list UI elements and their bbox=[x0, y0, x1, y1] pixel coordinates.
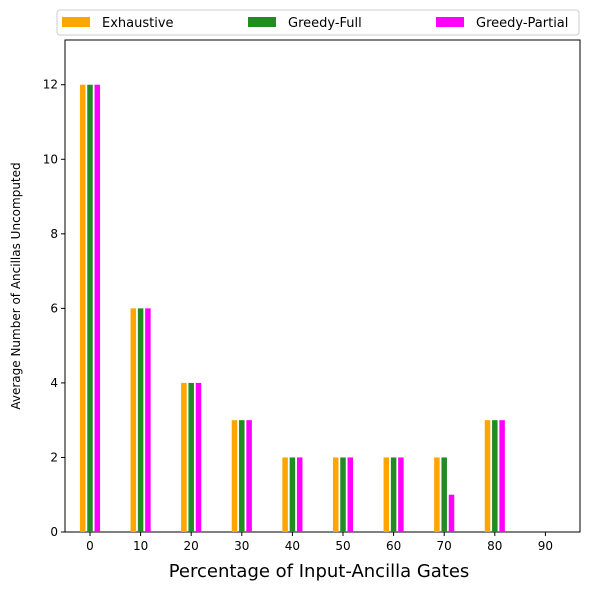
legend-frame bbox=[56, 9, 580, 36]
bar-greedy-partial-70 bbox=[448, 494, 455, 532]
bars-group bbox=[79, 84, 505, 532]
x-tick-label: 0 bbox=[86, 539, 94, 553]
x-tick-label: 40 bbox=[285, 539, 300, 553]
legend: Exhaustive Greedy-Full Greedy-Partial bbox=[56, 9, 580, 36]
bar-greedy-full-40 bbox=[289, 457, 296, 532]
legend-label-greedy-full: Greedy-Full bbox=[288, 16, 362, 31]
y-tick-label: 2 bbox=[50, 450, 58, 464]
x-tick-label: 90 bbox=[538, 539, 553, 553]
bar-exhaustive-80 bbox=[484, 420, 491, 532]
bar-greedy-partial-0 bbox=[94, 84, 101, 532]
y-tick-label: 6 bbox=[50, 301, 58, 315]
bar-greedy-full-50 bbox=[340, 457, 346, 532]
x-tick-label: 80 bbox=[487, 539, 502, 553]
bar-greedy-full-30 bbox=[239, 420, 245, 532]
bar-greedy-partial-80 bbox=[499, 420, 505, 532]
bar-exhaustive-30 bbox=[231, 420, 238, 532]
bar-greedy-partial-40 bbox=[296, 457, 303, 532]
bar-greedy-full-10 bbox=[137, 308, 144, 532]
legend-swatch-greedy-partial bbox=[436, 17, 464, 27]
plot-area bbox=[64, 39, 581, 533]
y-tick-label: 12 bbox=[43, 78, 58, 92]
bar-greedy-full-20 bbox=[188, 382, 194, 532]
bar-exhaustive-70 bbox=[434, 457, 440, 532]
x-tick-label: 20 bbox=[184, 539, 199, 553]
legend-label-exhaustive: Exhaustive bbox=[102, 16, 174, 31]
y-tick-label: 4 bbox=[50, 376, 58, 390]
x-axis: 0 10 20 30 40 50 60 70 80 90 bbox=[86, 532, 553, 553]
bar-greedy-partial-20 bbox=[195, 382, 202, 532]
legend-label-greedy-partial: Greedy-Partial bbox=[476, 16, 568, 31]
bar-greedy-partial-60 bbox=[398, 457, 404, 532]
legend-swatch-greedy-full bbox=[248, 17, 276, 27]
bar-exhaustive-20 bbox=[181, 382, 187, 532]
bar-greedy-partial-50 bbox=[347, 457, 354, 532]
y-tick-label: 0 bbox=[50, 525, 58, 539]
bar-exhaustive-40 bbox=[282, 457, 288, 532]
x-tick-label: 50 bbox=[335, 539, 350, 553]
bar-greedy-partial-10 bbox=[145, 308, 151, 532]
bar-exhaustive-10 bbox=[130, 308, 137, 532]
legend-swatch-exhaustive bbox=[62, 17, 90, 27]
bar-greedy-full-0 bbox=[87, 84, 93, 532]
y-axis: 0 2 4 6 8 10 12 bbox=[43, 78, 65, 539]
bar-greedy-full-70 bbox=[441, 457, 447, 532]
x-tick-label: 70 bbox=[437, 539, 452, 553]
bar-exhaustive-0 bbox=[79, 84, 86, 532]
y-tick-label: 10 bbox=[43, 152, 58, 166]
x-tick-label: 10 bbox=[133, 539, 148, 553]
y-tick-label: 8 bbox=[50, 227, 58, 241]
bar-greedy-full-60 bbox=[390, 457, 397, 532]
bar-exhaustive-60 bbox=[383, 457, 390, 532]
x-tick-label: 30 bbox=[234, 539, 249, 553]
x-tick-label: 60 bbox=[386, 539, 401, 553]
bar-greedy-full-80 bbox=[492, 420, 498, 532]
bar-exhaustive-50 bbox=[332, 457, 339, 532]
bar-greedy-partial-30 bbox=[246, 420, 252, 532]
x-axis-title: Percentage of Input-Ancilla Gates bbox=[169, 561, 470, 582]
y-axis-title: Average Number of Ancillas Uncomputed bbox=[9, 162, 23, 409]
